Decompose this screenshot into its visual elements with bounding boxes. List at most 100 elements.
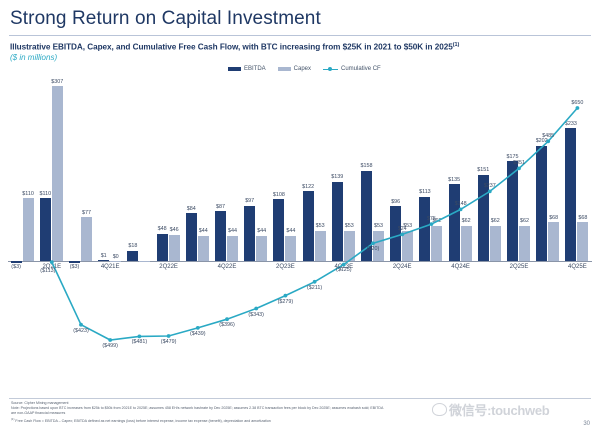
bar-ebitda xyxy=(507,161,518,261)
bar-value-label: $110 xyxy=(22,190,34,197)
cumulative-cf-value-label: ($343) xyxy=(248,311,264,318)
watermark-text: 微信号:touchweb xyxy=(449,403,550,418)
cumulative-cf-value-label: $485 xyxy=(542,133,555,140)
x-axis-tick-label: 4Q25E xyxy=(568,264,587,270)
footnote-fcf: (1) Free Cash Flow = EBITDA – Capex; EBI… xyxy=(11,417,481,424)
chart-units-label: ($ in millions) xyxy=(10,53,58,62)
bar-value-label: $151 xyxy=(477,167,490,174)
bar-ebitda xyxy=(331,181,343,261)
bar-group: $151 $62 xyxy=(477,78,503,378)
footnotes: Source: Cipher Mining management Note: P… xyxy=(11,401,481,424)
bar-value-label: $68 xyxy=(578,214,588,221)
footnote-fcf-text: Free Cash Flow = EBITDA – Capex; EBITDA … xyxy=(15,418,271,423)
cumulative-cf-value-label: ($20) xyxy=(366,246,380,253)
x-axis-tick-label: 4Q21E xyxy=(100,264,120,270)
legend-swatch-ebitda xyxy=(228,67,241,71)
bar-capex xyxy=(22,198,34,261)
bar-group: $113 $62 xyxy=(418,78,444,378)
bar-capex xyxy=(489,225,501,261)
footnote-note: Note: Projections based upon BTC increas… xyxy=(11,406,384,411)
x-axis-tick-label: 2Q22E xyxy=(159,264,178,270)
bar-value-label: $108 xyxy=(272,191,285,198)
x-axis-tick-label: 2Q23E xyxy=(276,264,295,270)
bar-ebitda xyxy=(10,261,22,263)
chart-subtitle-text: Illustrative EBITDA, Capex, and Cumulati… xyxy=(10,42,453,52)
bar-group: $108 $44 xyxy=(272,78,298,378)
bar-value-label: $62 xyxy=(520,218,529,225)
bar-value-label: $68 xyxy=(549,214,559,221)
bar-capex xyxy=(548,222,560,261)
bar-capex xyxy=(197,235,209,261)
chat-bubble-icon xyxy=(432,403,447,416)
page-number: 30 xyxy=(583,421,590,427)
bar-value-label: $84 xyxy=(186,205,196,212)
bar-value-label: $135 xyxy=(448,176,461,183)
bar-value-label: $53 xyxy=(315,223,325,230)
bar-value-label: $44 xyxy=(286,228,296,235)
bar-value-label: $307 xyxy=(51,78,64,85)
footer-divider xyxy=(9,398,591,399)
cumulative-cf-value-label: $75 xyxy=(426,216,436,223)
bar-ebitda xyxy=(390,206,402,261)
legend-line-cumulative-cf xyxy=(323,67,339,71)
cumulative-cf-value-label: ($113) xyxy=(40,268,56,275)
bar-value-label: $18 xyxy=(128,243,138,250)
cumulative-cf-value-label: $24 xyxy=(397,226,407,233)
bar-capex xyxy=(460,225,472,261)
bar-ebitda xyxy=(39,198,51,261)
x-axis-tick-label: 4Q22E xyxy=(217,264,237,270)
bar-capex xyxy=(285,235,297,261)
bar-capex xyxy=(168,234,180,261)
bar-value-label: $139 xyxy=(331,174,344,181)
watermark: 微信号:touchweb xyxy=(432,400,550,419)
legend-item-capex: Capex xyxy=(277,66,311,72)
legend-item-cumulative-cf: Cumulative CF xyxy=(323,66,381,72)
bar-value-label: $44 xyxy=(257,228,267,235)
bar-capex xyxy=(577,222,589,261)
bar-capex xyxy=(402,230,414,261)
bar-value-label: $97 xyxy=(245,198,255,205)
footnote-source: Source: Cipher Mining management xyxy=(11,401,69,405)
bar-group: $1 $0 xyxy=(97,78,123,378)
bar-value-label: $96 xyxy=(391,198,401,205)
bar-value-label: $87 xyxy=(216,203,225,210)
bar-value-label: $53 xyxy=(344,223,354,230)
bar-value-label: $0 xyxy=(112,253,119,260)
legend-label-ebitda: EBITDA xyxy=(244,66,266,72)
cumulative-cf-value-label: ($279) xyxy=(277,298,294,305)
cumulative-cf-value-label: ($439) xyxy=(190,330,206,337)
footnote-marker: (1) xyxy=(11,416,15,421)
cumulative-cf-value-label: ($423) xyxy=(73,327,89,334)
bar-ebitda xyxy=(215,211,226,261)
bar-value-label: $44 xyxy=(228,228,237,235)
bar-capex xyxy=(139,261,151,262)
bar-capex xyxy=(227,235,238,261)
cumulative-cf-value-label: ($499) xyxy=(102,343,118,349)
bar-value-label: ($3) xyxy=(11,263,21,270)
bar-ebitda xyxy=(185,213,197,261)
cumulative-cf-value-label: ($481) xyxy=(131,339,148,346)
legend-swatch-capex xyxy=(277,67,291,71)
bar-ebitda xyxy=(98,260,110,261)
cumulative-cf-value-label: ($396) xyxy=(219,322,235,329)
x-axis-tick-label: 2Q24E xyxy=(392,264,412,270)
bar-ebitda xyxy=(127,250,139,261)
cumulative-cf-value-label: $148 xyxy=(454,201,467,208)
bar-value-label: $46 xyxy=(169,227,179,234)
bar-capex xyxy=(110,261,122,262)
bar-group: $122 $53 xyxy=(302,78,328,378)
cumulative-cf-value-label: ($479) xyxy=(160,338,177,345)
bar-capex xyxy=(256,235,268,261)
footnote-note-cont: are non-GAAP financial measures xyxy=(11,411,66,416)
bar-ebitda xyxy=(156,233,168,261)
chart-plot-area: ($3) $110 $110 $307 ($3) $77 $1 $0 $18 $48 $46 $84 $… xyxy=(8,78,592,378)
bar-value-label: $122 xyxy=(302,183,315,190)
bar-value-label: $62 xyxy=(461,218,471,225)
bar-group: $175 $62 xyxy=(506,78,532,378)
cumulative-cf-value-label: $351 xyxy=(513,160,525,167)
bar-value-label: $233 xyxy=(564,120,577,127)
legend-label-cumulative-cf: Cumulative CF xyxy=(341,66,381,72)
page-title: Strong Return on Capital Investment xyxy=(10,8,321,29)
bar-value-label: $175 xyxy=(506,153,519,160)
bar-group: $135 $62 xyxy=(448,78,474,378)
